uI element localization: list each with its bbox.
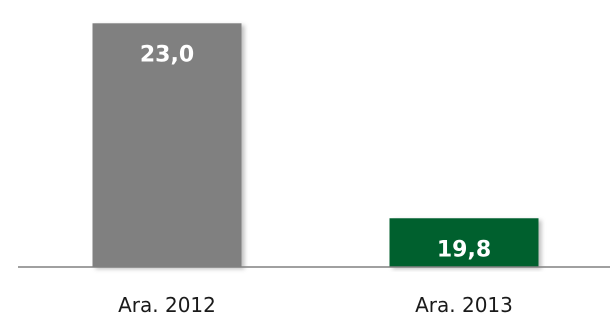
x-tick-label-2: Ara. 2013 xyxy=(415,293,513,317)
bar-2 xyxy=(389,218,539,267)
bars-group xyxy=(92,23,539,268)
x-tick-labels-group: Ara. 2012 Ara. 2013 xyxy=(118,293,513,317)
data-labels-group: 23,0 19,8 xyxy=(140,42,491,262)
bar-1 xyxy=(92,23,242,268)
x-tick-label-1: Ara. 2012 xyxy=(118,293,216,317)
data-label-1: 23,0 xyxy=(140,42,194,67)
data-label-2: 19,8 xyxy=(437,237,491,262)
